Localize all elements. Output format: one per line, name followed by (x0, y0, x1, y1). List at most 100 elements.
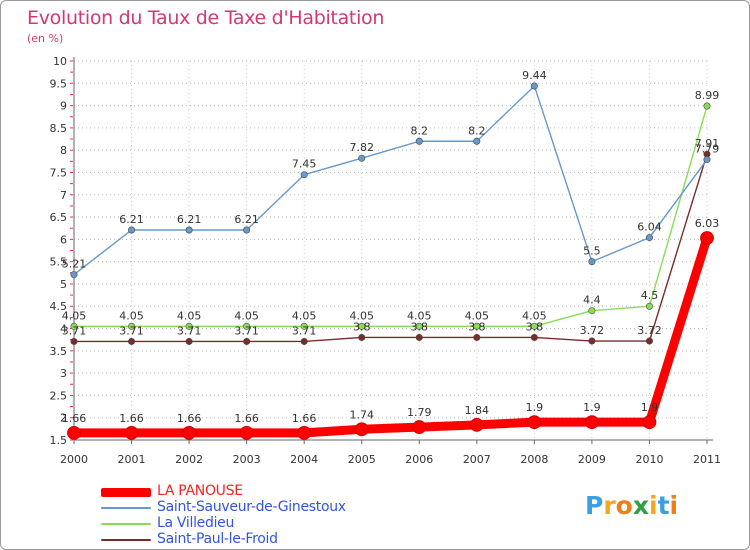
data-label-1: 5.21 (62, 258, 87, 271)
x-tick-label: 2006 (405, 453, 433, 466)
data-point-0 (239, 425, 254, 440)
data-label-3: 3.8 (411, 320, 429, 333)
series-line-3 (73, 153, 708, 343)
data-label-3: 3.71 (234, 324, 259, 337)
data-point-1 (473, 137, 481, 145)
y-tick-label: 4 (60, 323, 67, 336)
data-label-0: 1.79 (407, 406, 432, 419)
data-label-3: 3.71 (177, 324, 202, 337)
legend-swatch (101, 523, 151, 525)
data-label-1: 5.5 (583, 245, 601, 258)
data-label-1: 7.79 (695, 143, 720, 156)
data-label-3: 3.71 (292, 324, 317, 337)
data-label-0: 1.74 (349, 408, 374, 421)
data-label-1: 7.45 (292, 158, 317, 171)
y-tick-label: 10 (53, 55, 67, 68)
data-point-2 (473, 322, 481, 330)
data-label-1: 6.21 (234, 213, 259, 226)
data-label-2: 4.05 (62, 309, 87, 322)
data-point-3 (358, 333, 366, 341)
legend-label: La Villedieu (157, 515, 235, 531)
series-line-0 (69, 233, 712, 438)
data-label-3: 3.8 (353, 320, 371, 333)
data-point-2 (588, 307, 596, 315)
data-point-2 (530, 322, 538, 330)
data-point-0 (124, 425, 139, 440)
data-point-2 (703, 102, 711, 110)
grid-lines (73, 60, 708, 441)
logo-letter: i (669, 491, 679, 520)
data-label-0: 1.9 (641, 401, 659, 414)
data-label-2: 4.4 (583, 294, 601, 307)
series-line-2 (73, 105, 708, 327)
x-tick-label: 2009 (578, 453, 606, 466)
data-label-3: 3.72 (637, 324, 662, 337)
x-tick-label: 2010 (635, 453, 663, 466)
data-label-1: 8.2 (468, 124, 486, 137)
data-point-0 (297, 425, 312, 440)
data-point-2 (128, 322, 136, 330)
data-label-0: 1.66 (292, 412, 317, 425)
y-tick-label: 3 (60, 367, 67, 380)
data-label-0: 1.66 (62, 412, 87, 425)
data-point-3 (588, 337, 596, 345)
data-label-2: 8.99 (695, 89, 720, 102)
data-label-0: 1.84 (465, 404, 490, 417)
data-label-1: 6.04 (637, 221, 662, 234)
y-tick-label: 2 (60, 412, 67, 425)
data-label-3: 3.71 (62, 324, 87, 337)
x-tick-label: 2007 (463, 453, 491, 466)
data-label-1: 7.82 (349, 141, 374, 154)
series-line-1 (73, 85, 708, 276)
x-tick-label: 2004 (290, 453, 318, 466)
y-tick-label: 2.5 (50, 389, 68, 402)
axes: 1.5 2 2.5 3 3.5 4 4.5 5 5.5 6 6.5 7 7.5 8 8.5 9 9.5 10 200… (50, 55, 722, 466)
y-tick-label: 3.5 (50, 345, 68, 358)
proxiti-logo: Proxiti (585, 491, 678, 520)
data-label-2: 4.05 (234, 309, 259, 322)
data-label-0: 6.03 (695, 217, 720, 230)
data-label-3: 3.72 (580, 324, 605, 337)
data-label-0: 1.9 (583, 401, 601, 414)
data-label-0: 1.66 (234, 412, 259, 425)
data-label-1: 6.21 (177, 213, 202, 226)
logo-letter: P (585, 491, 604, 520)
data-point-1 (415, 137, 423, 145)
data-point-1 (358, 154, 366, 162)
data-point-3 (415, 333, 423, 341)
data-label-2: 4.05 (522, 309, 547, 322)
data-point-2 (415, 322, 423, 330)
data-label-1: 9.44 (522, 69, 547, 82)
series-lines (67, 82, 714, 440)
y-tick-label: 1.5 (50, 434, 68, 447)
data-point-1 (185, 226, 193, 234)
logo-letter: o (615, 491, 633, 520)
data-label-1: 8.2 (411, 124, 429, 137)
y-tick-label: 9.5 (50, 77, 68, 90)
x-tick-label: 2008 (520, 453, 548, 466)
x-tick-label: 2005 (348, 453, 376, 466)
data-point-0 (642, 415, 657, 430)
x-tick-label: 2011 (693, 453, 721, 466)
data-label-2: 4.05 (119, 309, 144, 322)
data-point-2 (300, 322, 308, 330)
logo-letter: t (657, 491, 670, 520)
data-label-2: 4.05 (407, 309, 432, 322)
y-tick-label: 9 (60, 100, 67, 113)
y-tick-label: 7.5 (50, 166, 68, 179)
data-point-1 (128, 226, 136, 234)
legend-swatch (101, 539, 151, 541)
legend-label: Saint-Paul-le-Froid (157, 531, 278, 547)
data-point-0 (527, 415, 542, 430)
data-label-2: 4.05 (349, 309, 374, 322)
data-label-2: 4.05 (177, 309, 202, 322)
data-point-1 (703, 156, 711, 164)
x-tick-label: 2000 (60, 453, 88, 466)
data-point-1 (530, 82, 538, 90)
data-point-2 (185, 322, 193, 330)
y-tick-label: 4.5 (50, 300, 68, 313)
data-point-0 (67, 425, 81, 440)
data-label-2: 4.05 (292, 309, 317, 322)
data-point-1 (645, 234, 653, 242)
